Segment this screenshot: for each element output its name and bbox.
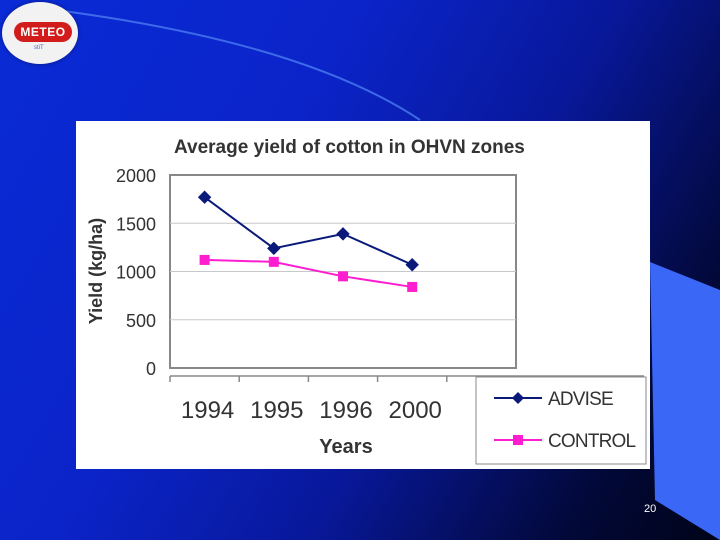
logo-subtext: stiT [34, 45, 44, 51]
series-line-advise [204, 196, 413, 266]
legend-label-advise: ADVISE [548, 389, 613, 410]
legend-marker-advise [512, 392, 524, 404]
yield-chart: Average yield of cotton in OHVN zones 0 5… [86, 137, 647, 465]
point-advise-1995 [267, 241, 281, 256]
legend-marker-control [513, 435, 523, 445]
series-group [197, 190, 419, 292]
legend-box [475, 376, 647, 465]
point-control-1995 [268, 256, 279, 267]
slide-number: 20 [644, 503, 657, 515]
series-line-control [204, 258, 413, 288]
legend: ADVISE CONTROL [494, 389, 636, 452]
x-tick-labels: 1994 1995 1996 2000 [181, 397, 442, 424]
y-tick-500: 500 [126, 311, 156, 331]
x-tick-1994: 1994 [181, 397, 234, 424]
y-tick-2000: 2000 [116, 166, 156, 186]
y-tick-1500: 1500 [116, 214, 156, 234]
y-tick-1000: 1000 [116, 263, 156, 283]
point-advise-2000 [405, 258, 419, 272]
y-tick-labels: 0 500 1000 1500 2000 [116, 166, 156, 379]
x-tick-2000: 2000 [389, 397, 442, 424]
point-control-1996 [338, 271, 348, 282]
point-control-2000 [407, 281, 418, 292]
x-axis-label: Years [319, 436, 372, 458]
x-tick-1995: 1995 [250, 397, 303, 424]
legend-label-control: CONTROL [548, 431, 636, 452]
y-axis-label: Yield (kg/ha) [86, 218, 106, 324]
point-advise-1994 [197, 190, 212, 204]
logo-text: METEO [14, 22, 72, 42]
chart-panel: Average yield of cotton in OHVN zones 0 5… [76, 121, 650, 469]
x-tick-1996: 1996 [319, 397, 372, 424]
y-tick-0: 0 [146, 359, 156, 379]
chart-title: Average yield of cotton in OHVN zones [174, 137, 525, 158]
point-advise-1996 [336, 227, 350, 241]
point-control-1994 [199, 254, 210, 265]
logo: METEO stiT [2, 2, 78, 64]
